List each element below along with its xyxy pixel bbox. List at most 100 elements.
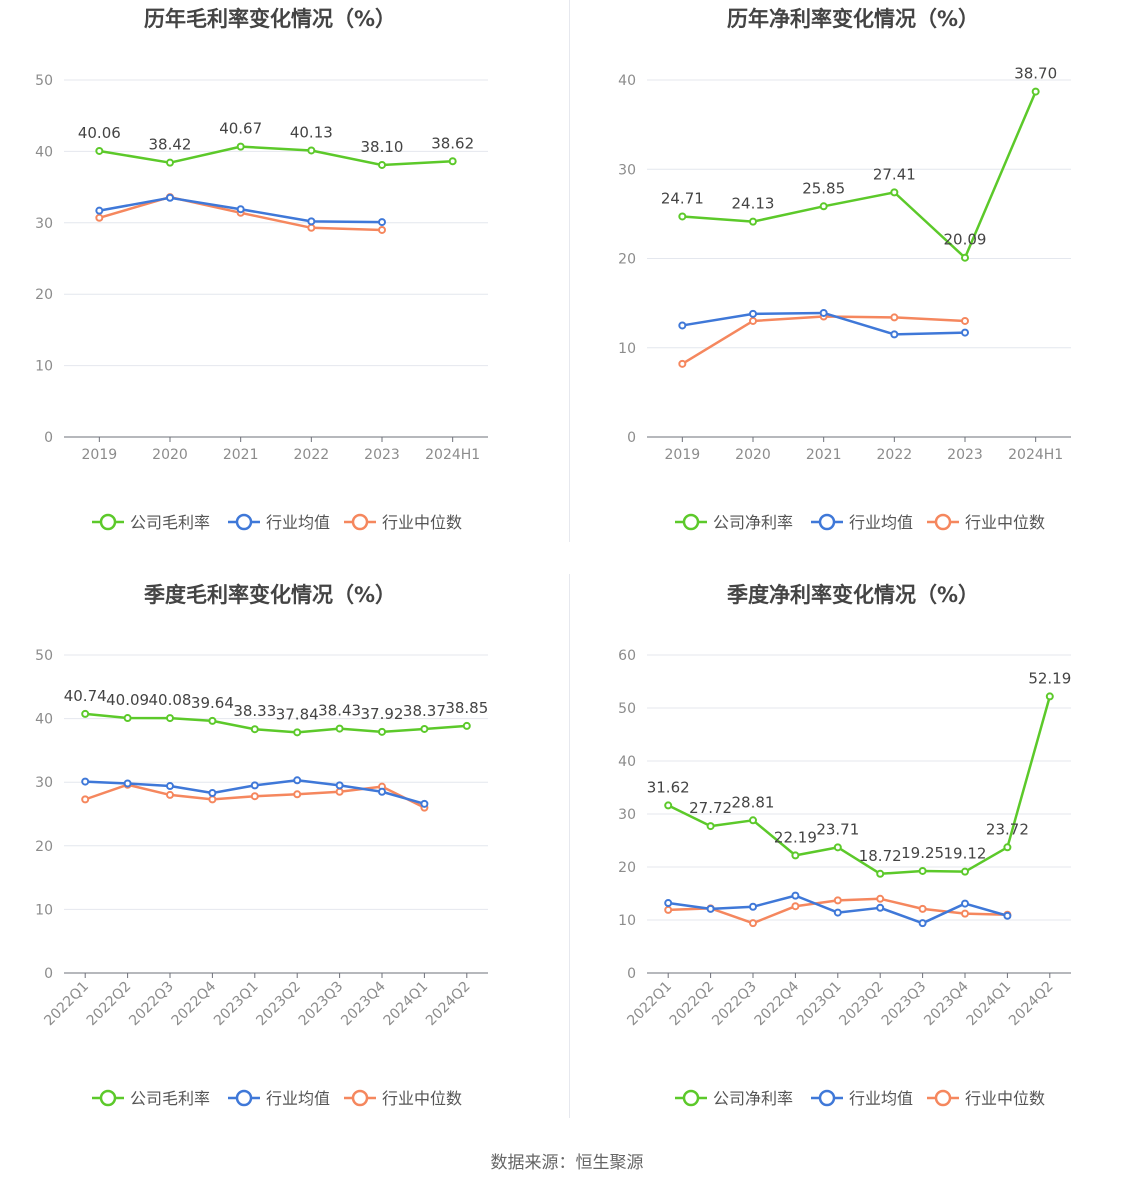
data-point-company — [420, 724, 429, 733]
data-point-company — [876, 869, 885, 878]
legend-item-company: 公司净利率 — [675, 513, 793, 532]
data-point-company — [293, 728, 302, 737]
x-tick-label: 2021 — [223, 447, 259, 463]
y-tick-label: 40 — [618, 754, 636, 770]
x-tick-label: 2022 — [877, 447, 913, 463]
data-label: 24.71 — [661, 189, 704, 207]
legend-marker-icon — [934, 1089, 952, 1107]
x-tick-label: 2024H1 — [425, 447, 480, 463]
data-point-company — [236, 142, 245, 151]
legend-label: 公司毛利率 — [130, 513, 210, 532]
data-point-avg — [335, 781, 344, 790]
data-point-median — [961, 316, 969, 325]
data-point-median — [833, 896, 842, 905]
data-point-median — [749, 316, 757, 325]
legend-item-company: 公司毛利率 — [92, 1089, 210, 1108]
series-line-company — [682, 91, 1037, 259]
data-label: 31.62 — [647, 778, 690, 796]
x-tick-label: 2024Q1 — [381, 979, 432, 1030]
data-point-company — [706, 822, 715, 831]
legend-marker-icon — [235, 513, 253, 531]
data-label: 23.72 — [986, 820, 1029, 838]
data-point-company — [664, 801, 673, 810]
data-point-median — [791, 902, 800, 911]
chart-panel-annual-gross-margin: 历年毛利率变化情况（%） 0 10 20 30 40 50 2019 2020 2021 2022 2… — [0, 0, 567, 576]
data-label: 38.37 — [403, 702, 446, 720]
data-label: 40.67 — [219, 120, 262, 138]
legend-label: 行业中位数 — [965, 513, 1045, 532]
data-label: 28.81 — [732, 793, 775, 811]
data-point-avg — [890, 330, 899, 339]
data-point-avg — [81, 777, 90, 786]
data-point-avg — [918, 919, 927, 928]
x-tick-label: 2020 — [152, 447, 188, 463]
data-point-company — [378, 160, 386, 169]
y-tick-label: 10 — [35, 902, 53, 918]
chart-panel-quarterly-net-margin: 季度净利率变化情况（%） 0 10 20 30 40 50 60 2022Q1 2022Q2 202… — [583, 576, 1134, 1152]
x-tick-label: 2023Q2 — [253, 979, 304, 1030]
chart-title: 历年净利率变化情况（%） — [727, 7, 979, 31]
data-point-avg — [166, 193, 174, 202]
x-tick-label: 2022Q4 — [169, 978, 220, 1029]
legend-marker-icon — [682, 513, 700, 531]
data-point-avg — [706, 904, 715, 913]
y-tick-label: 50 — [618, 701, 636, 717]
x-tick-label: 2022Q1 — [624, 979, 675, 1030]
legend-label: 行业均值 — [849, 1089, 913, 1108]
legend-item-median: 行业中位数 — [927, 513, 1045, 532]
data-point-median — [918, 904, 927, 913]
data-label: 24.13 — [732, 195, 775, 213]
y-tick-label: 0 — [44, 430, 53, 446]
data-point-median — [678, 359, 687, 368]
data-point-avg — [420, 799, 429, 808]
data-point-avg — [95, 206, 104, 215]
data-label: 38.33 — [233, 702, 276, 720]
chart-panel-quarterly-gross-margin: 季度毛利率变化情况（%） 0 10 20 30 40 50 2022Q1 2022Q2 2022Q… — [0, 576, 567, 1152]
x-tick-label: 2023Q1 — [794, 979, 845, 1030]
y-tick-label: 0 — [627, 430, 636, 446]
data-point-avg — [378, 787, 386, 796]
data-point-company — [918, 866, 927, 875]
legend-marker-icon — [351, 1089, 369, 1107]
x-tick-label: 2022Q3 — [126, 979, 177, 1030]
x-tick-label: 2022Q4 — [752, 978, 803, 1029]
data-label: 37.84 — [276, 705, 319, 723]
chart-title: 历年毛利率变化情况（%） — [144, 7, 396, 31]
x-tick-label: 2023Q3 — [296, 979, 347, 1030]
data-label: 27.72 — [689, 799, 732, 817]
legend-marker-icon — [99, 513, 117, 531]
data-point-median — [749, 919, 757, 928]
data-label: 27.41 — [873, 165, 916, 183]
y-tick-label: 30 — [618, 162, 636, 178]
data-point-avg — [236, 205, 245, 214]
legend-item-avg: 行业均值 — [811, 1089, 913, 1108]
chart-svg-quarterly-net-margin: 季度净利率变化情况（%）01020304050602022Q12022Q2202… — [618, 583, 1071, 1108]
y-tick-label: 40 — [618, 73, 636, 89]
x-tick-label: 2023Q2 — [836, 979, 887, 1030]
x-tick-label: 2024Q2 — [1006, 979, 1057, 1030]
data-point-company — [95, 146, 104, 155]
data-point-company — [961, 867, 969, 876]
chart-svg-annual-net-margin: 历年净利率变化情况（%） 0 10 20 30 40 2019 2020 2021 2022 202… — [618, 7, 1071, 532]
data-source-label: 数据来源：恒生聚源 — [490, 1153, 644, 1173]
y-tick-label: 10 — [618, 913, 636, 929]
data-point-avg — [123, 779, 132, 788]
x-tick-label: 2023Q4 — [921, 978, 972, 1029]
series-line-company — [85, 712, 467, 734]
data-point-avg — [1003, 911, 1012, 920]
x-tick-label: 2023 — [947, 447, 983, 463]
data-point-company — [166, 158, 174, 167]
data-point-median — [307, 223, 316, 232]
data-point-avg — [664, 899, 673, 908]
data-point-median — [890, 313, 899, 322]
x-tick-label: 2023 — [364, 447, 400, 463]
legend-item-avg: 行业均值 — [228, 1089, 330, 1108]
data-point-avg — [791, 891, 800, 900]
legend-marker-icon — [99, 1089, 117, 1107]
data-point-median — [293, 790, 302, 799]
y-tick-label: 0 — [44, 966, 53, 982]
data-point-median — [208, 795, 217, 804]
panel-divider-top — [569, 0, 570, 542]
data-point-company — [81, 709, 90, 718]
legend-item-avg: 行业均值 — [228, 513, 330, 532]
